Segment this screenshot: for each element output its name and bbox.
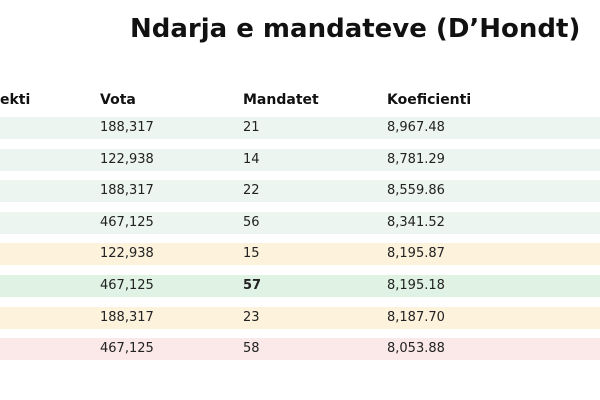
table-cell: 467,125 xyxy=(100,341,154,357)
table-cell: 8,341.52 xyxy=(387,214,445,230)
column-header: Vota xyxy=(100,92,136,108)
table-cell: 14 xyxy=(243,151,260,167)
table-cell: 188,317 xyxy=(100,120,154,135)
table-row: 467,125 57 8,195.18 xyxy=(0,275,600,297)
table-cell: 8,559.86 xyxy=(387,183,445,199)
table-cell: 8,187.70 xyxy=(387,309,445,325)
column-header: Mandatet xyxy=(243,92,319,108)
table-cell: 8,195.18 xyxy=(387,278,445,293)
table-cell: 8,053.88 xyxy=(387,341,445,357)
table-cell: 57 xyxy=(243,278,262,293)
table-cell: 8,781.29 xyxy=(387,151,445,167)
table-cell: 22 xyxy=(243,183,260,199)
table-cell: 23 xyxy=(243,309,260,325)
table-row: 122,938 15 8,195.87 xyxy=(0,243,600,266)
column-header: Koeficienti xyxy=(387,92,472,108)
table-cell: 122,938 xyxy=(100,246,154,262)
table-cell: 122,938 xyxy=(100,151,154,167)
table-cell: 467,125 xyxy=(100,214,154,230)
title: Ndarja e mandateve (D’Hondt) xyxy=(130,14,581,44)
table-row: 188,317 23 8,187.70 xyxy=(0,306,600,329)
table-cell: 188,317 xyxy=(100,183,154,199)
table-cell: 21 xyxy=(243,120,260,135)
table-cell: 8,967.48 xyxy=(387,120,445,135)
table-cell: 8,195.87 xyxy=(387,246,445,262)
table-cell: 56 xyxy=(243,214,260,230)
table-cell: 467,125 xyxy=(100,278,154,293)
table-row: 467,125 56 8,341.52 xyxy=(0,211,600,234)
column-header: ekti xyxy=(0,92,31,108)
table-cell: 58 xyxy=(243,341,260,357)
table-cell: 188,317 xyxy=(100,309,154,325)
table-row: 122,938 14 8,781.29 xyxy=(0,148,600,171)
table-cell: 15 xyxy=(243,246,260,262)
table-row: 467,125 58 8,053.88 xyxy=(0,338,600,361)
table-row: 188,317 21 8,967.48 xyxy=(0,117,600,139)
table-row: 188,317 22 8,559.86 xyxy=(0,180,600,203)
